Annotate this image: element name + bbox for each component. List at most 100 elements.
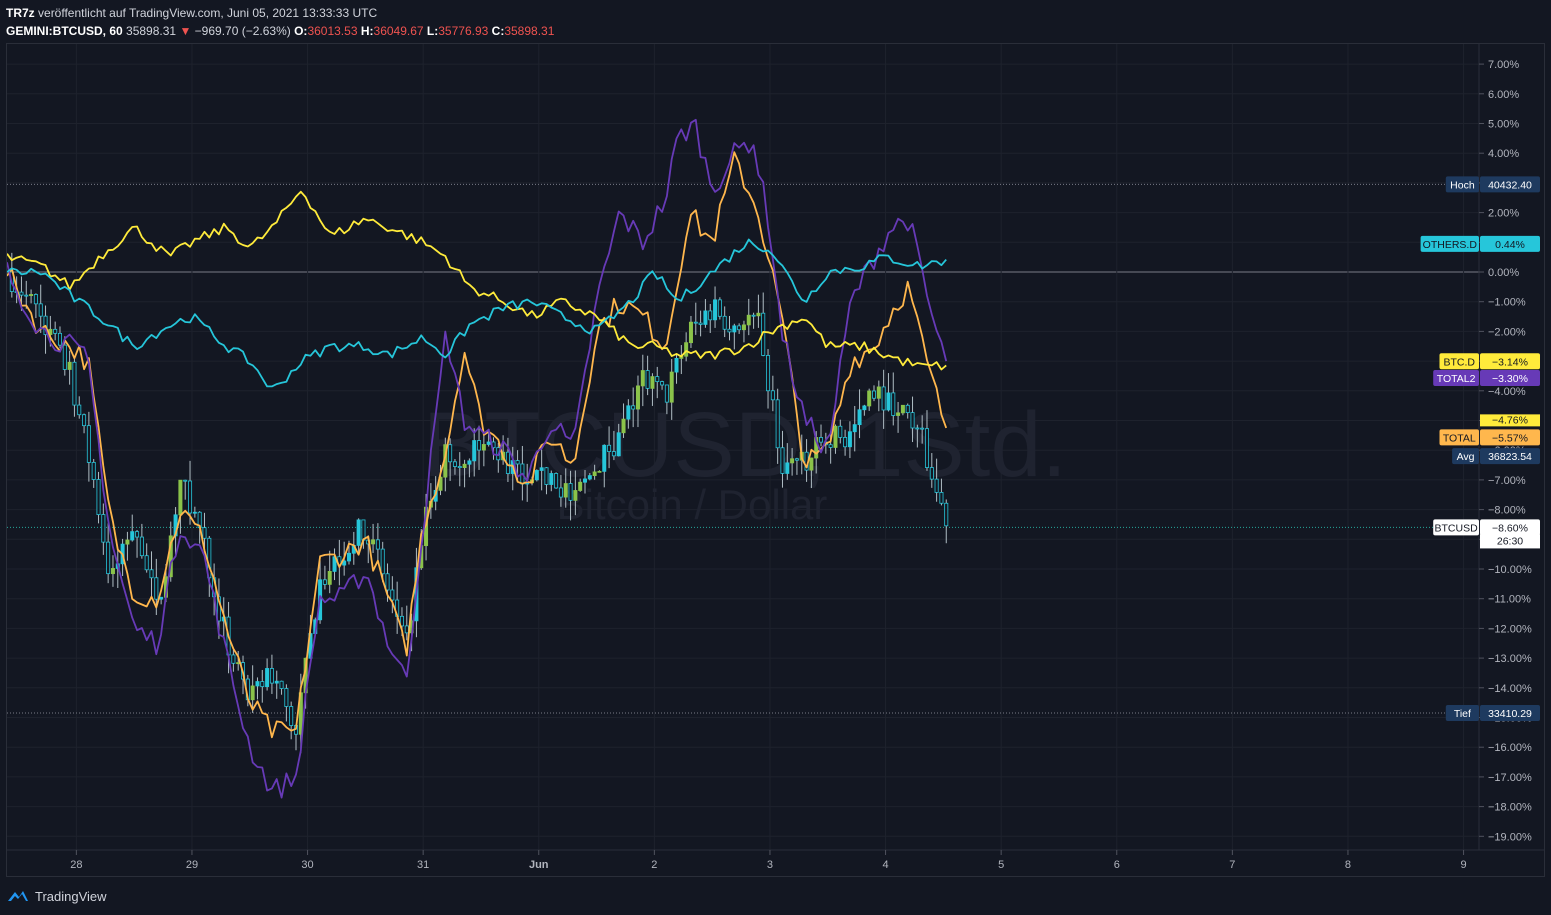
candle-body[interactable] — [756, 312, 761, 317]
candle-body[interactable] — [82, 414, 87, 427]
candle-body[interactable] — [867, 390, 872, 407]
candle-body[interactable] — [67, 361, 72, 370]
candle-body[interactable] — [621, 418, 626, 434]
series-line-btc-d[interactable] — [7, 190, 947, 371]
candle-body[interactable] — [135, 531, 140, 538]
candle-body[interactable] — [929, 467, 934, 480]
candle-body[interactable] — [472, 440, 477, 462]
chart-frame[interactable]: BTCUSD, 1Std. Bitcoin / Dollar 7.00% 6.00… — [6, 43, 1545, 877]
candle-body[interactable] — [178, 479, 183, 516]
candle-body[interactable] — [255, 681, 260, 687]
candle-body[interactable] — [33, 294, 38, 305]
candle-body[interactable] — [583, 478, 588, 483]
candle-body[interactable] — [616, 432, 621, 457]
candle-body[interactable] — [766, 355, 771, 392]
series-line-others-d[interactable] — [7, 238, 947, 388]
candle-body[interactable] — [790, 458, 795, 464]
candle-body[interactable] — [558, 487, 563, 498]
candle-body[interactable] — [881, 386, 886, 411]
candle-body[interactable] — [905, 404, 910, 413]
candle-body[interactable] — [154, 577, 159, 600]
candle-body[interactable] — [794, 458, 799, 461]
candle-body[interactable] — [587, 475, 592, 480]
candle-body[interactable] — [144, 555, 149, 571]
candle-body[interactable] — [139, 536, 144, 557]
candle-body[interactable] — [274, 680, 279, 684]
candle-body[interactable] — [216, 596, 221, 622]
candle-body[interactable] — [934, 478, 939, 493]
candle-body[interactable] — [269, 668, 274, 684]
candle-body[interactable] — [915, 427, 920, 430]
candle-body[interactable] — [944, 502, 949, 527]
candle-body[interactable] — [688, 321, 693, 344]
candle-body[interactable] — [732, 325, 737, 333]
candle-body[interactable] — [188, 480, 193, 514]
candle-body[interactable] — [669, 371, 674, 403]
candle-body[interactable] — [342, 560, 347, 566]
candle-body[interactable] — [183, 479, 188, 482]
candle-body[interactable] — [284, 688, 289, 707]
candle-body[interactable] — [149, 569, 154, 579]
footer-brand[interactable]: TradingView — [6, 884, 107, 908]
candle-body[interactable] — [698, 322, 703, 325]
symbol-label[interactable]: GEMINI:BTCUSD, 60 — [6, 24, 123, 38]
candle-body[interactable] — [29, 294, 34, 297]
candle-body[interactable] — [57, 332, 62, 346]
candle-body[interactable] — [775, 399, 780, 449]
candle-body[interactable] — [819, 437, 824, 443]
candle-body[interactable] — [708, 310, 713, 321]
candle-body[interactable] — [130, 531, 135, 541]
candle-body[interactable] — [361, 519, 366, 541]
candle-body[interactable] — [462, 463, 467, 469]
candle-body[interactable] — [515, 460, 520, 465]
candle-body[interactable] — [549, 473, 554, 485]
candle-body[interactable] — [852, 424, 857, 433]
candle-body[interactable] — [96, 479, 101, 515]
candle-body[interactable] — [785, 462, 790, 474]
candle-body[interactable] — [38, 303, 43, 317]
candle-body[interactable] — [346, 552, 351, 562]
candle-body[interactable] — [602, 444, 607, 472]
candle-body[interactable] — [717, 299, 722, 317]
candle-body[interactable] — [265, 668, 270, 688]
candle-body[interactable] — [322, 579, 327, 585]
candle-body[interactable] — [597, 470, 602, 473]
candle-body[interactable] — [62, 344, 67, 370]
candle-body[interactable] — [939, 492, 944, 504]
candle-body[interactable] — [448, 444, 453, 463]
candle-body[interactable] — [862, 405, 867, 411]
candle-body[interactable] — [385, 573, 390, 591]
candle-body[interactable] — [924, 428, 929, 468]
x-axis[interactable]: 28 29 30 31 Jun 2 3 4 5 6 7 8 9 — [70, 850, 1467, 871]
candle-body[interactable] — [404, 625, 409, 634]
candle-body[interactable] — [607, 444, 612, 452]
candle-body[interactable] — [279, 680, 284, 689]
candle-body[interactable] — [838, 425, 843, 438]
candle-body[interactable] — [375, 539, 380, 550]
candle-body[interactable] — [770, 390, 775, 401]
candle-body[interactable] — [231, 654, 236, 664]
candle-body[interactable] — [746, 314, 751, 326]
candle-body[interactable] — [72, 361, 77, 406]
candle-body[interactable] — [674, 358, 679, 373]
candle-body[interactable] — [737, 325, 742, 331]
candle-body[interactable] — [106, 541, 111, 575]
candle-body[interactable] — [727, 328, 732, 333]
candle-body[interactable] — [539, 467, 544, 471]
candle-body[interactable] — [457, 466, 462, 469]
candle-body[interactable] — [578, 481, 583, 491]
candle-body[interactable] — [847, 431, 852, 448]
candle-body[interactable] — [910, 412, 915, 429]
candle-body[interactable] — [399, 615, 404, 627]
series-line-total2[interactable] — [7, 118, 948, 799]
candle-body[interactable] — [192, 511, 197, 514]
candle-body[interactable] — [650, 376, 655, 389]
candle-body[interactable] — [891, 392, 896, 416]
candle-body[interactable] — [125, 539, 130, 545]
candle-body[interactable] — [554, 473, 559, 489]
candle-body[interactable] — [920, 427, 925, 430]
candle-body[interactable] — [477, 440, 482, 451]
candle-body[interactable] — [896, 412, 901, 416]
candle-body[interactable] — [573, 490, 578, 501]
candle-body[interactable] — [327, 571, 332, 585]
